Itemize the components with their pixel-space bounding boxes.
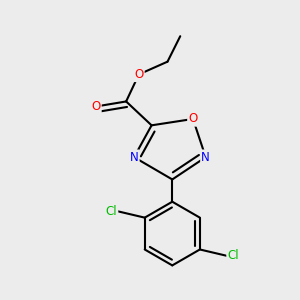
Text: Cl: Cl	[106, 205, 117, 218]
Text: O: O	[188, 112, 198, 125]
Text: O: O	[91, 100, 101, 113]
Text: Cl: Cl	[227, 249, 239, 262]
Text: N: N	[201, 151, 210, 164]
Text: N: N	[130, 151, 139, 164]
Text: O: O	[134, 68, 143, 81]
